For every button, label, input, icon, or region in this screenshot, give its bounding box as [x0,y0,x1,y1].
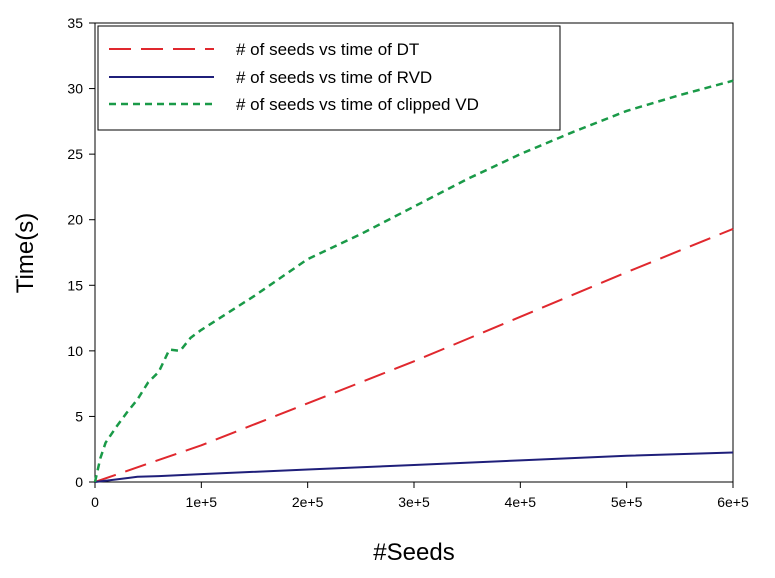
y-tick-label: 25 [67,146,83,162]
x-tick-label: 0 [91,494,99,510]
y-tick-label: 5 [75,408,83,424]
legend: # of seeds vs time of DT # of seeds vs t… [97,25,561,131]
y-tick-label: 20 [67,212,83,228]
series-line-clipped-vd [93,79,734,483]
legend-label-rvd: # of seeds vs time of RVD [236,68,432,87]
series-line-rvd [94,451,734,483]
x-axis-title: #Seeds [373,539,454,566]
y-tick-label: 35 [67,15,83,31]
series-layer [93,79,734,483]
series-line-dt [94,227,734,483]
y-axis: 0 5 10 15 20 25 30 35 [67,15,95,490]
y-tick-label: 10 [67,343,83,359]
x-tick-label: 4e+5 [505,494,537,510]
y-axis-title: Time(s) [12,213,39,293]
x-tick-label: 1e+5 [186,494,218,510]
legend-label-dt: # of seeds vs time of DT [236,40,419,59]
x-tick-label: 6e+5 [717,494,749,510]
x-tick-label: 2e+5 [292,494,324,510]
y-tick-label: 0 [75,474,83,490]
y-tick-label: 30 [67,81,83,97]
x-axis: 0 1e+5 2e+5 3e+5 4e+5 5e+5 6e+5 [91,482,749,510]
x-tick-label: 3e+5 [398,494,430,510]
legend-label-clipped-vd: # of seeds vs time of clipped VD [236,95,479,114]
x-tick-label: 5e+5 [611,494,643,510]
y-tick-label: 15 [67,277,83,293]
